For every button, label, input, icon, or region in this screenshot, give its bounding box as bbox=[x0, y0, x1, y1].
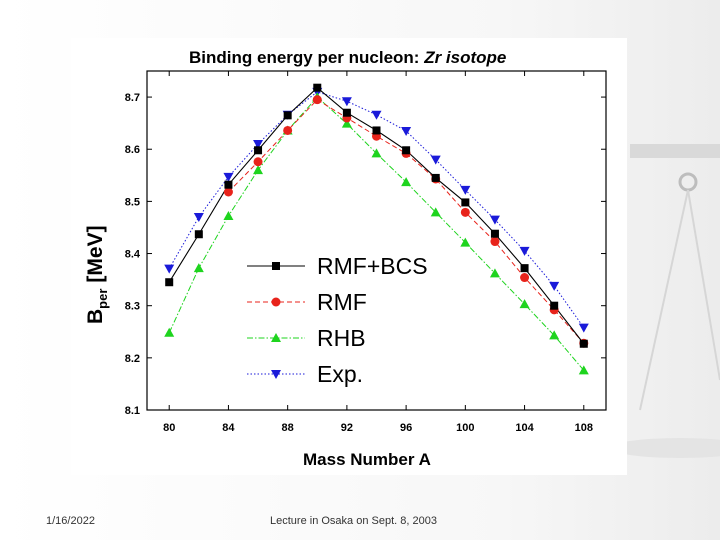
data-point-rhb bbox=[489, 268, 500, 278]
data-point-exp bbox=[401, 126, 412, 136]
data-point-exp bbox=[253, 140, 264, 150]
data-point-exp bbox=[578, 323, 589, 333]
data-point-exp bbox=[489, 215, 500, 225]
data-point-exp bbox=[430, 155, 441, 165]
y-tick-label: 8.6 bbox=[125, 144, 140, 156]
data-point-exp bbox=[371, 110, 382, 120]
data-point-rmf bbox=[223, 187, 233, 197]
data-point-rmf-bcs bbox=[254, 146, 263, 155]
data-point-rmf-bcs bbox=[579, 339, 588, 348]
data-point-rmf-bcs bbox=[520, 264, 529, 273]
data-point-exp bbox=[460, 185, 471, 195]
x-tick-label: 104 bbox=[515, 422, 534, 434]
svg-text:Bper[MeV]: Bper[MeV] bbox=[84, 225, 110, 324]
footer-note: Lecture in Osaka on Sept. 8, 2003 bbox=[270, 515, 437, 527]
data-point-exp bbox=[223, 172, 234, 182]
data-point-rmf-bcs bbox=[342, 108, 351, 117]
chart-title: Binding energy per nucleon: Zr isotope bbox=[189, 48, 506, 67]
data-point-rhb bbox=[341, 118, 352, 128]
data-point-exp bbox=[519, 246, 530, 256]
plot-panel: Binding energy per nucleon: Zr isotope 8… bbox=[71, 38, 627, 475]
data-point-rmf-bcs bbox=[402, 146, 411, 155]
data-point-rmf bbox=[460, 207, 470, 217]
data-point-rmf-bcs bbox=[224, 180, 233, 189]
series-line-rmf bbox=[228, 99, 585, 344]
data-point-rhb bbox=[193, 263, 204, 273]
x-axis-label: Mass Number A bbox=[303, 450, 431, 469]
balance-scale-decoration bbox=[610, 144, 720, 458]
y-tick-label: 8.2 bbox=[125, 353, 140, 365]
data-point-rmf bbox=[283, 125, 293, 135]
legend-marker-exp bbox=[271, 370, 281, 379]
y-tick-label: 8.5 bbox=[125, 196, 140, 208]
y-tick-label: 8.4 bbox=[125, 249, 141, 261]
data-point-rmf-bcs bbox=[431, 173, 440, 182]
legend-label-rhb: RHB bbox=[317, 325, 366, 351]
data-point-exp bbox=[341, 97, 352, 107]
data-point-rmf-bcs bbox=[461, 198, 470, 207]
data-point-rhb bbox=[578, 365, 589, 375]
data-point-rmf-bcs bbox=[550, 301, 559, 310]
x-tick-label: 96 bbox=[400, 422, 412, 434]
legend-marker-rmf-bcs bbox=[272, 262, 280, 270]
chart-legend: RMF+BCS RMF RHB Exp. bbox=[247, 253, 428, 387]
y-axis-label: Bper[MeV] bbox=[84, 225, 110, 324]
legend-label-rmf: RMF bbox=[317, 289, 367, 315]
binding-energy-chart: Binding energy per nucleon: Zr isotope 8… bbox=[84, 48, 607, 469]
data-point-rmf bbox=[312, 95, 322, 105]
x-tick-label: 100 bbox=[456, 422, 474, 434]
data-point-rmf-bcs bbox=[283, 111, 292, 120]
data-point-rmf-bcs bbox=[194, 230, 203, 239]
y-tick-label: 8.1 bbox=[125, 405, 140, 417]
y-tick-label: 8.7 bbox=[125, 92, 140, 104]
x-tick-label: 108 bbox=[575, 422, 593, 434]
footer-date: 1/16/2022 bbox=[46, 515, 95, 527]
data-point-rmf bbox=[490, 237, 500, 247]
data-point-rhb bbox=[401, 177, 412, 187]
data-point-exp bbox=[193, 213, 204, 223]
data-point-rhb bbox=[519, 299, 530, 309]
x-tick-label: 80 bbox=[163, 422, 175, 434]
series-line-exp bbox=[168, 91, 585, 328]
data-point-rhb bbox=[460, 237, 471, 247]
data-point-rmf bbox=[520, 273, 530, 283]
data-point-rhb bbox=[549, 330, 560, 340]
data-point-rhb bbox=[164, 327, 175, 337]
y-tick-label: 8.3 bbox=[125, 301, 140, 313]
plot-frame bbox=[146, 70, 607, 411]
data-point-rmf-bcs bbox=[490, 229, 499, 238]
legend-marker-rhb bbox=[271, 333, 281, 342]
legend-label-exp: Exp. bbox=[317, 361, 363, 387]
data-point-rhb bbox=[371, 148, 382, 158]
data-point-rmf-bcs bbox=[165, 278, 174, 287]
data-point-rhb bbox=[223, 210, 234, 220]
x-tick-label: 84 bbox=[222, 422, 235, 434]
data-point-rmf bbox=[253, 157, 263, 167]
x-tick-label: 92 bbox=[341, 422, 353, 434]
legend-marker-rmf bbox=[271, 297, 281, 307]
data-point-exp bbox=[164, 264, 175, 274]
data-point-rmf-bcs bbox=[313, 83, 322, 92]
data-point-rhb bbox=[253, 165, 264, 175]
x-tick-label: 88 bbox=[282, 422, 294, 434]
legend-label-rmf-bcs: RMF+BCS bbox=[317, 253, 428, 279]
data-point-rhb bbox=[430, 207, 441, 217]
data-point-rmf-bcs bbox=[372, 126, 381, 135]
data-point-exp bbox=[549, 281, 560, 291]
